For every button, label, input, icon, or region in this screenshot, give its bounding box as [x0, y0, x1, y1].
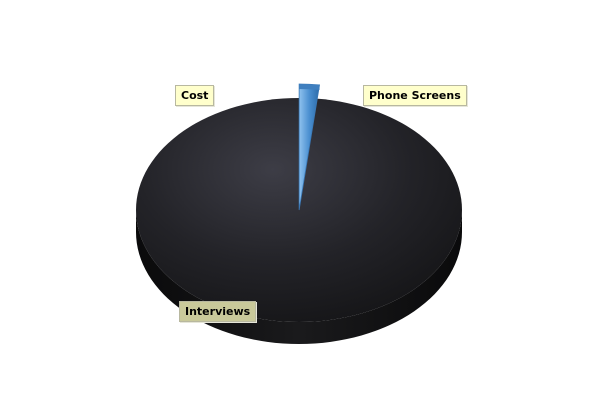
pie-slice-phone-screens-edge: [299, 84, 320, 90]
slice-label-phone-screens: Phone Screens: [363, 85, 467, 106]
slice-label-interviews: Interviews: [179, 301, 257, 322]
slice-label-cost: Cost: [175, 85, 215, 106]
